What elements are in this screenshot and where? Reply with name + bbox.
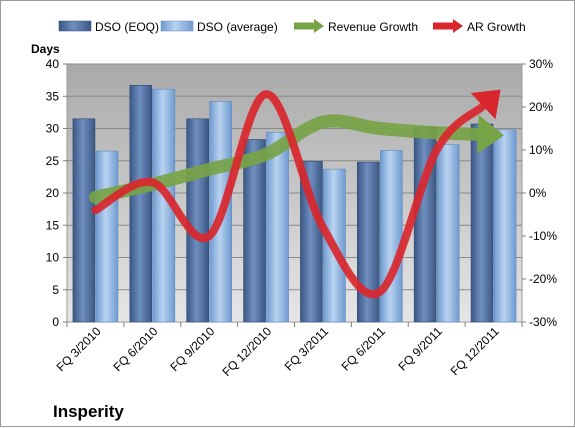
bars-layer: [72, 84, 517, 323]
legend-label-revenue-growth: Revenue Growth: [328, 20, 418, 34]
chart-title: Insperity: [53, 402, 124, 421]
revenue-growth-arrowhead: [477, 114, 504, 154]
y-tick-label-3: 15: [46, 218, 60, 232]
y2-tick-label-5: 20%: [529, 100, 553, 114]
x-tick-label-7: FQ 12/2011: [448, 324, 502, 378]
bar-dso-average-5: [380, 150, 403, 323]
y2-tick-label-2: -10%: [529, 229, 557, 243]
legend-arrowhead-revenue-growth: [314, 19, 324, 33]
bar-dso-eoq-3: [243, 139, 266, 323]
y-tick-label-6: 30: [46, 122, 60, 136]
x-tick-label-5: FQ 6/2011: [339, 324, 389, 374]
x-tick-label-0: FQ 3/2010: [54, 324, 104, 374]
legend-label-ar-growth: AR Growth: [467, 20, 526, 34]
bar-dso-average-7: [493, 129, 517, 323]
bar-dso-eoq-7: [470, 123, 494, 323]
y2-tick-label-3: 0%: [529, 186, 547, 200]
bar-dso-eoq-1: [129, 84, 153, 323]
bar-dso-eoq-5: [357, 161, 380, 323]
y2-tick-label-4: 10%: [529, 143, 553, 157]
y2-tick-label-1: -20%: [529, 272, 557, 286]
bar-dso-average-0: [95, 150, 119, 323]
lines-layer: [88, 89, 504, 299]
y-tick-label-2: 10: [46, 251, 60, 265]
y-tick-label-8: 40: [46, 57, 60, 71]
y2-tick-label-0: -30%: [529, 315, 557, 329]
x-tick-label-2: FQ 9/2010: [167, 324, 217, 374]
y-axis-title: Days: [31, 42, 60, 56]
y2-tick-label-6: 30%: [529, 57, 553, 71]
bar-dso-average-3: [266, 132, 289, 323]
legend-item-ar-growth: AR Growth: [433, 19, 526, 34]
bar-dso-eoq-4: [300, 161, 323, 323]
y-tick-label-1: 5: [52, 283, 59, 297]
legend-item-revenue-growth: Revenue Growth: [294, 19, 418, 34]
y-tick-label-0: 0: [52, 315, 59, 329]
legend: DSO (EOQ) DSO (average) Revenue Growth A…: [58, 19, 526, 34]
legend-label-dso-eoq: DSO (EOQ): [95, 20, 159, 34]
y-tick-label-5: 25: [46, 154, 60, 168]
ar-growth-arrowhead: [470, 89, 501, 120]
legend-swatch-dso-average: [160, 20, 194, 32]
y-tick-label-4: 20: [46, 186, 60, 200]
y-tick-label-7: 35: [46, 89, 60, 103]
x-tick-label-1: FQ 6/2010: [110, 324, 160, 374]
x-tick-label-4: FQ 3/2011: [282, 324, 332, 374]
x-tick-label-6: FQ 9/2011: [395, 324, 445, 374]
x-tick-label-3: FQ 12/2010: [219, 324, 274, 379]
legend-label-dso-average: DSO (average): [197, 20, 278, 34]
legend-item-dso-eoq: DSO (EOQ): [58, 20, 159, 34]
bar-dso-eoq-2: [186, 118, 209, 323]
bar-dso-eoq-0: [72, 118, 96, 323]
legend-arrowhead-ar-growth: [453, 19, 463, 33]
bar-dso-average-6: [436, 144, 460, 323]
ar-growth-line: [91, 90, 488, 299]
legend-swatch-dso-eoq: [58, 20, 92, 32]
legend-item-dso-average: DSO (average): [160, 20, 278, 34]
